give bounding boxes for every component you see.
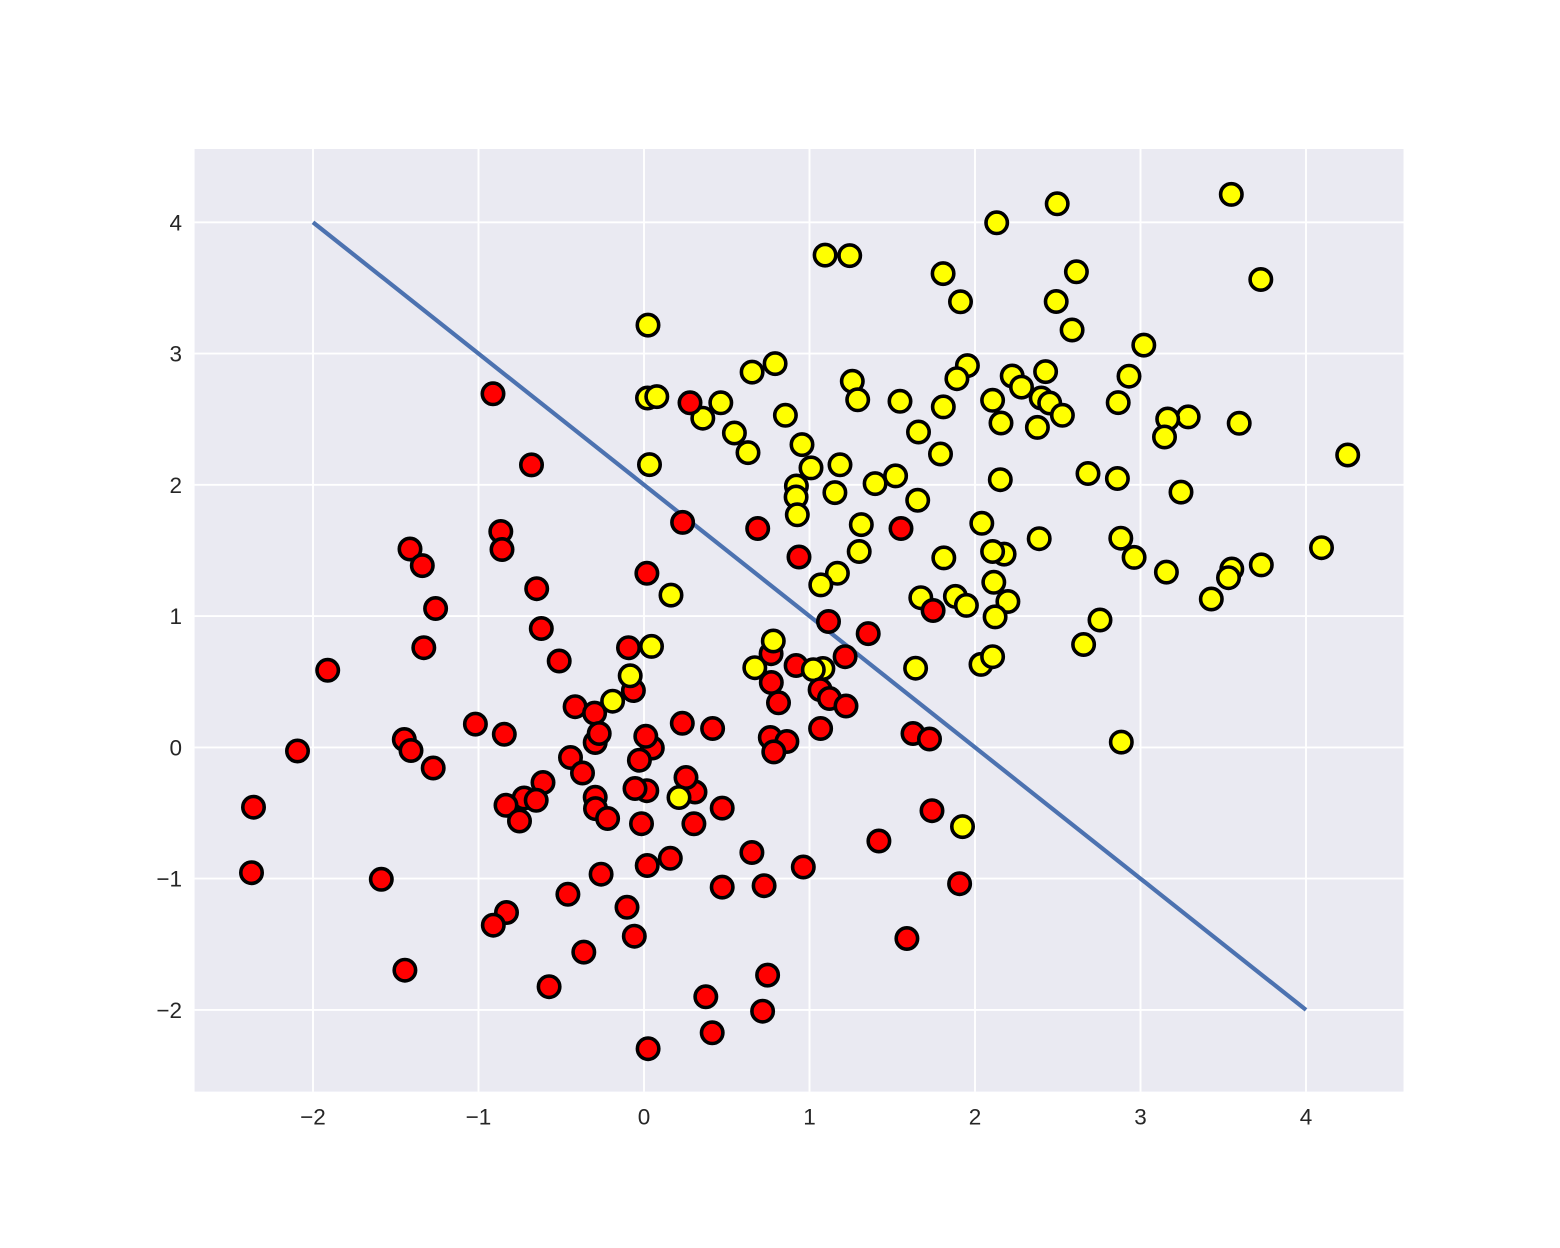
svg-text:2: 2 [969,1105,982,1130]
svg-text:3: 3 [1134,1105,1147,1130]
svg-text:0: 0 [169,735,182,760]
svg-text:3: 3 [169,342,182,367]
svg-text:1: 1 [803,1105,816,1130]
svg-text:−2: −2 [300,1105,326,1130]
svg-text:−1: −1 [156,867,182,892]
svg-text:4: 4 [169,210,182,235]
svg-text:−1: −1 [466,1105,492,1130]
svg-text:2: 2 [169,473,182,498]
svg-text:1: 1 [169,604,182,629]
svg-text:4: 4 [1300,1105,1313,1130]
svg-text:−2: −2 [156,998,182,1023]
svg-text:0: 0 [638,1105,651,1130]
